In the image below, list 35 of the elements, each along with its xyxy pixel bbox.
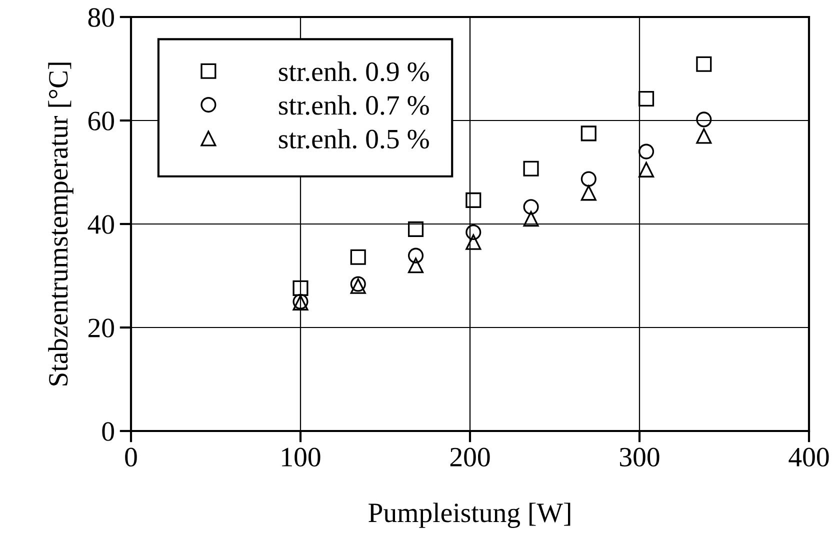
y-tick-label: 40 [88, 215, 114, 234]
point [350, 249, 366, 265]
legend-label: str.enh. 0.9 % [279, 62, 429, 82]
x-axis-title: Pumpleistung [W] [368, 502, 570, 528]
x-tick-label: 100 [282, 448, 320, 467]
point [523, 211, 539, 227]
y-tick-label: 0 [102, 422, 114, 441]
point [696, 128, 712, 144]
y-tick-label: 60 [88, 112, 114, 130]
point [638, 144, 654, 160]
point [638, 90, 654, 107]
point [466, 224, 482, 240]
legend-label: str.enh. 0.7 % [279, 95, 429, 115]
point [696, 112, 712, 128]
point [408, 248, 424, 264]
x-tick-label: 0 [125, 448, 137, 467]
point [408, 258, 424, 274]
point [638, 162, 654, 178]
point [408, 221, 424, 237]
point [292, 280, 308, 296]
point [466, 234, 482, 250]
x-tick-label: 300 [620, 448, 660, 467]
legend-label: str.enh. 0.5 % [279, 128, 429, 149]
x-tick-label: 400 [788, 448, 829, 467]
y-tick-label: 80 [88, 8, 114, 27]
point [580, 171, 596, 187]
point [523, 199, 539, 215]
point [580, 185, 596, 201]
point [466, 192, 482, 208]
point [696, 56, 712, 72]
point [523, 160, 539, 176]
x-tick-label: 200 [450, 448, 490, 467]
y-axis-title: Stabzentrumstemperatur [°C] [48, 62, 74, 386]
point [580, 126, 596, 142]
y-tick-label: 20 [88, 318, 114, 338]
